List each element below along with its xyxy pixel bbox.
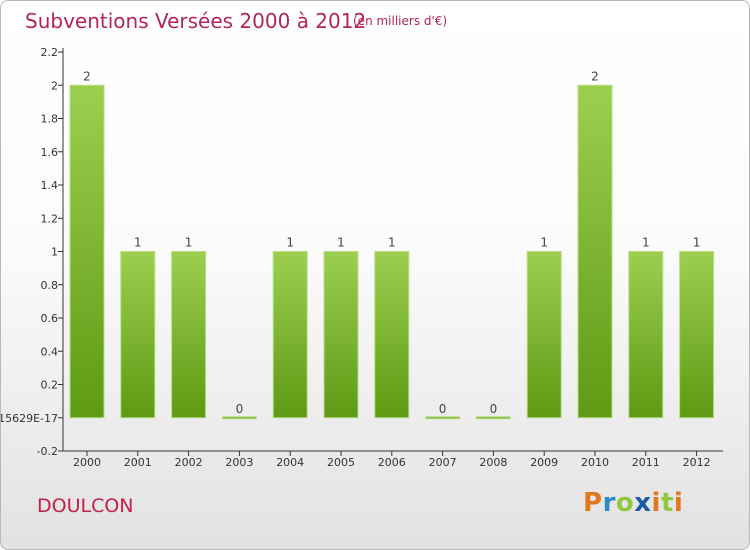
y-tick-label: -1.15629E-17	[1, 412, 58, 425]
logo-letter: t	[660, 488, 674, 518]
x-tick-label: 2011	[632, 456, 660, 469]
y-tick-label: 1.8	[41, 113, 59, 126]
bar-data-label: 0	[236, 402, 244, 416]
chart-axes	[58, 48, 723, 456]
logo-letter: x	[634, 488, 652, 518]
chart-bars	[69, 84, 715, 420]
proxiti-logo: Proxiti	[583, 488, 683, 518]
bar-data-label: 1	[693, 236, 701, 250]
y-tick-label: 1.6	[41, 146, 59, 159]
bar	[628, 251, 664, 419]
logo-letter: o	[615, 488, 635, 518]
chart-title: Subventions Versées 2000 à 2012	[25, 9, 367, 33]
bar	[577, 84, 613, 419]
x-tick-label: 2005	[327, 456, 355, 469]
bar	[69, 84, 105, 419]
x-tick-label: 2000	[73, 456, 101, 469]
x-tick-label: 2002	[175, 456, 203, 469]
bar	[120, 251, 156, 419]
bar	[475, 416, 511, 420]
y-tick-label: 1.4	[41, 179, 59, 192]
y-tick-label: 0.4	[41, 345, 59, 358]
chart-labels: -0.2 -1.15629E-17 0.2 0.4 0.6 0.8 1 1.2 1.4 1.6 1.…	[1, 46, 711, 469]
x-tick-label: 2006	[378, 456, 406, 469]
x-tick-label: 2004	[276, 456, 304, 469]
y-tick-label: 0.2	[41, 379, 59, 392]
y-tick-label: 0.8	[41, 279, 59, 292]
y-tick-label: 1	[51, 246, 58, 259]
logo-letter: i	[673, 488, 684, 518]
bar	[374, 251, 410, 419]
bar-data-label: 0	[490, 402, 498, 416]
bar	[679, 251, 715, 419]
commune-name: DOULCON	[37, 495, 134, 517]
logo-letter: i	[651, 488, 661, 518]
bar-data-label: 2	[83, 69, 91, 83]
bar-data-label: 1	[134, 236, 142, 250]
y-tick-label: 1.2	[41, 212, 59, 225]
bar	[323, 251, 359, 419]
y-tick-label: 2.2	[41, 46, 59, 59]
x-tick-label: 2007	[429, 456, 457, 469]
bar-data-label: 1	[286, 236, 294, 250]
bar-data-label: 1	[388, 236, 396, 250]
bar	[171, 251, 207, 419]
logo-letter: P	[583, 488, 603, 518]
bar-data-label: 1	[540, 236, 548, 250]
x-tick-label: 2010	[581, 456, 609, 469]
chart-unit-note: (en milliers d'€)	[353, 14, 448, 28]
logo-letter: r	[602, 488, 616, 518]
bar-data-label: 1	[337, 236, 345, 250]
bar	[272, 251, 308, 419]
y-tick-label: 0.6	[41, 312, 59, 325]
bar-data-label: 1	[642, 236, 650, 250]
y-tick-label: -0.2	[37, 445, 58, 458]
bar-data-label: 0	[439, 402, 447, 416]
x-tick-label: 2012	[683, 456, 711, 469]
x-tick-label: 2008	[479, 456, 507, 469]
x-tick-label: 2001	[124, 456, 152, 469]
x-tick-label: 2009	[530, 456, 558, 469]
x-tick-label: 2003	[225, 456, 253, 469]
bar-data-label: 2	[591, 69, 599, 83]
bar	[221, 416, 257, 420]
y-tick-label: 2	[51, 79, 58, 92]
bar	[425, 416, 461, 420]
bar-data-label: 1	[185, 236, 193, 250]
bar	[526, 251, 562, 419]
